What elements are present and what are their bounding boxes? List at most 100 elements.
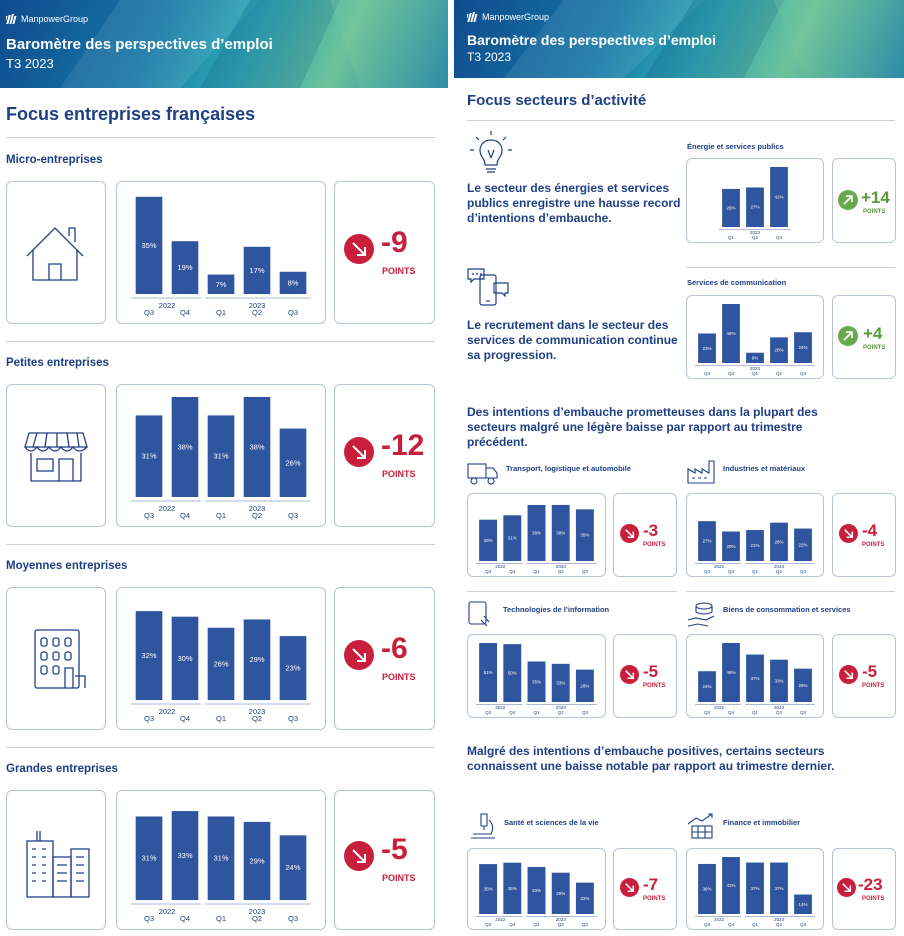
bar-value-label: 20%: [726, 544, 735, 549]
bar: [575, 509, 594, 561]
category-label: Q1: [216, 914, 226, 923]
bar-value-label: 29%: [249, 856, 264, 865]
bar: [770, 862, 788, 914]
bar: [171, 241, 199, 294]
delta-value: -7: [643, 875, 659, 894]
bar-value-label: 26%: [774, 539, 783, 544]
bar: [722, 643, 740, 702]
category-label: Q4: [728, 569, 735, 574]
points-label: POINTS: [862, 542, 885, 548]
shop-icon: [24, 432, 88, 482]
sector-title-industries: Industries et matériaux: [723, 464, 806, 473]
bar: [503, 644, 522, 702]
year-label: 2022: [714, 564, 725, 569]
category-label: Q4: [180, 308, 190, 317]
arrow-down-icon: [620, 878, 639, 897]
bar-value-label: 37%: [750, 886, 759, 891]
year-label: 2022: [714, 705, 725, 710]
bar: [503, 515, 522, 561]
year-label: 2023: [249, 907, 266, 916]
chart-card-transport: 28% Q3 31% Q4 38% Q1 38% Q2 35% Q3 2022 2023: [467, 493, 606, 577]
bar-value-label: 24%: [798, 345, 807, 350]
bar: [575, 669, 594, 702]
bar-value-label: 46%: [726, 331, 735, 336]
delta-value: -5: [862, 662, 878, 681]
bar: [746, 862, 764, 914]
bar-value-label: 31%: [213, 452, 228, 461]
delta-value: +14: [861, 188, 890, 207]
category-label: Q2: [252, 914, 262, 923]
delta-value: -12: [381, 429, 425, 462]
bar: [698, 863, 716, 914]
bar-value-label: 36%: [702, 886, 711, 891]
bar: [135, 196, 163, 294]
category-label: Q1: [752, 371, 759, 376]
category-label: Q1: [216, 511, 226, 520]
bar-value-label: 24%: [285, 863, 300, 872]
delta-value: -4: [862, 521, 878, 540]
bar-value-label: 35%: [484, 887, 493, 892]
tablet-icon: [468, 601, 490, 627]
points-label: POINTS: [862, 683, 885, 689]
delta-value: +4: [863, 324, 883, 343]
bar: [479, 864, 498, 914]
bar: [575, 882, 594, 914]
delta-card-micro: -9 POINTS: [334, 181, 435, 324]
bar-value-label: 26%: [726, 205, 735, 210]
category-label: Q4: [509, 569, 516, 574]
category-label: Q3: [144, 714, 154, 723]
section-title-small: Petites entreprises: [6, 357, 109, 369]
year-label: 2023: [774, 705, 785, 710]
factory-icon: [687, 460, 715, 484]
category-label: Q4: [509, 710, 516, 715]
bar: [746, 187, 764, 227]
bar: [135, 611, 163, 700]
bar: [207, 274, 235, 294]
delta-card-health: -7 POINTS: [613, 848, 677, 930]
category-label: Q3: [800, 371, 807, 376]
bar-value-label: 38%: [532, 530, 541, 535]
category-label: Q2: [558, 922, 565, 927]
bar: [551, 504, 570, 561]
divider: [6, 544, 435, 545]
highlight-text-energy: Le secteur des énergies et services publ…: [467, 181, 681, 225]
bar-value-label: 41%: [774, 195, 783, 200]
bar: [279, 636, 307, 700]
sector-title-consumer: Biens de consommation et services: [723, 605, 851, 614]
points-label: POINTS: [382, 873, 416, 883]
arrow-down-icon: [839, 524, 858, 543]
sector-title-health: Santé et sciences de la vie: [504, 818, 599, 827]
delta-card-consumer: -5 POINTS: [832, 634, 896, 718]
bar-value-label: 35%: [141, 241, 156, 250]
building-icon: [34, 629, 86, 689]
bar: [171, 616, 199, 700]
category-label: Q3: [582, 710, 589, 715]
arrow-down-icon: [344, 437, 374, 467]
points-label: POINTS: [863, 209, 886, 215]
bar-value-label: 33%: [774, 678, 783, 683]
chart-card-it: 51% Q3 50% Q4 35% Q1 33% Q2 28% Q3 2022 2023: [467, 634, 606, 718]
category-label: Q1: [533, 710, 540, 715]
delta-value: -9: [381, 226, 408, 259]
bar: [770, 337, 788, 363]
header-decoration: [504, 0, 904, 78]
chart-card-industries: 27% Q3 20% Q4 21% Q1 26% Q2 22% Q3 2022 2023: [686, 493, 824, 577]
category-label: Q3: [704, 371, 711, 376]
arrow-down-icon: [620, 665, 639, 684]
bar-value-label: 37%: [750, 676, 759, 681]
points-label: POINTS: [382, 469, 416, 479]
bar-value-label: 22%: [580, 896, 589, 901]
delta-card-communication: +4 POINTS: [832, 295, 896, 379]
delta-card-it: -5 POINTS: [613, 634, 677, 718]
category-label: Q4: [728, 371, 735, 376]
bar-value-label: 23%: [285, 664, 300, 673]
delta-card-transport: -3 POINTS: [613, 493, 677, 577]
category-label: Q1: [752, 710, 759, 715]
bar: [794, 528, 812, 561]
bar-value-label: 7%: [216, 280, 227, 289]
bar-value-label: 28%: [580, 683, 589, 688]
bar: [527, 661, 546, 702]
bar-chart-micro: 35% Q3 19% Q4 7% Q1 17% Q2 8% Q3 2022 2023: [131, 196, 311, 317]
divider: [6, 137, 435, 138]
